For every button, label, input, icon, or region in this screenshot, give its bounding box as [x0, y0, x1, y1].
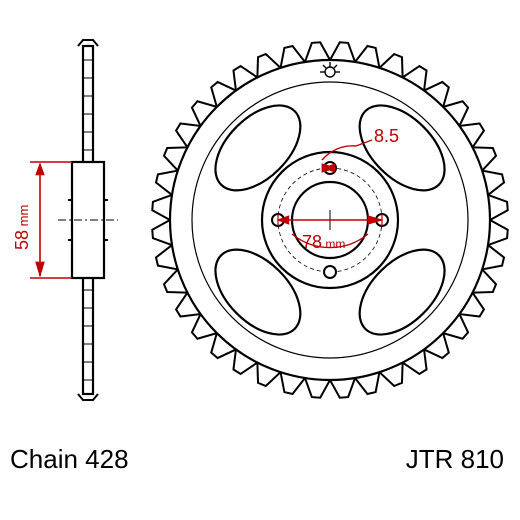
technical-drawing-svg: [0, 0, 520, 520]
side-profile-view: [58, 40, 118, 400]
dim-label-78: 78 mm: [302, 232, 345, 253]
dim-58-value: 58: [12, 230, 32, 250]
diagram-canvas: 58 mm 78 mm 8.5 Chain 428 JTR 810: [0, 0, 520, 520]
part-number-label: JTR 810: [406, 444, 504, 475]
dim-58-unit: mm: [16, 205, 31, 227]
dim-label-8-5: 8.5: [374, 126, 399, 147]
dim-78-value: 78: [302, 232, 322, 252]
chain-spec-label: Chain 428: [10, 444, 129, 475]
dim-85-value: 8.5: [374, 126, 399, 146]
dim-78-unit: mm: [325, 237, 345, 251]
dim-label-58: 58 mm: [12, 205, 33, 250]
